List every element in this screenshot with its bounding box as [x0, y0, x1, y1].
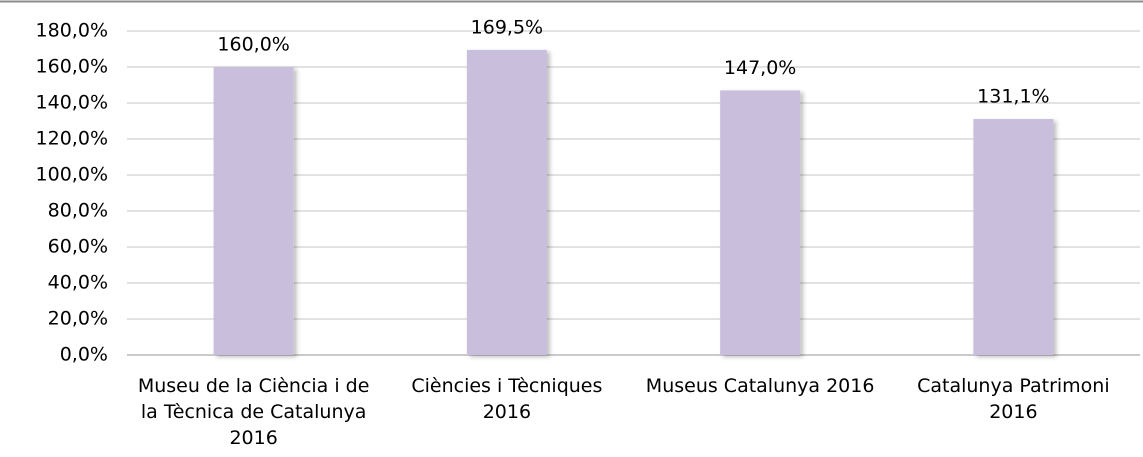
- y-tick-label: 120,0%: [36, 128, 108, 150]
- y-tick-label: 180,0%: [36, 20, 108, 42]
- bar: [213, 67, 294, 355]
- y-tick-label: 40,0%: [48, 272, 108, 294]
- data-label: 147,0%: [724, 57, 796, 79]
- y-tick-label: 100,0%: [36, 164, 108, 186]
- data-label: 169,5%: [471, 16, 543, 38]
- y-tick-label: 140,0%: [36, 92, 108, 114]
- bar: [720, 90, 801, 356]
- y-tick-label: 0,0%: [60, 344, 108, 366]
- x-tick-label: Museus Catalunya 2016: [645, 375, 875, 397]
- y-tick-label: 80,0%: [48, 200, 108, 222]
- y-tick-label: 160,0%: [36, 56, 108, 78]
- y-tick-label: 60,0%: [48, 236, 108, 258]
- x-tick-label: Museu de la Ciència i de la Tècnica de C…: [137, 375, 370, 449]
- bar: [973, 119, 1054, 356]
- data-label: 131,1%: [977, 86, 1049, 108]
- y-tick-label: 20,0%: [48, 308, 108, 330]
- x-tick-label: Catalunya Patrimoni 2016: [917, 375, 1110, 423]
- bar: [466, 49, 547, 356]
- x-tick-label: Ciències i Tècniques 2016: [411, 375, 603, 423]
- data-label: 160,0%: [217, 34, 289, 56]
